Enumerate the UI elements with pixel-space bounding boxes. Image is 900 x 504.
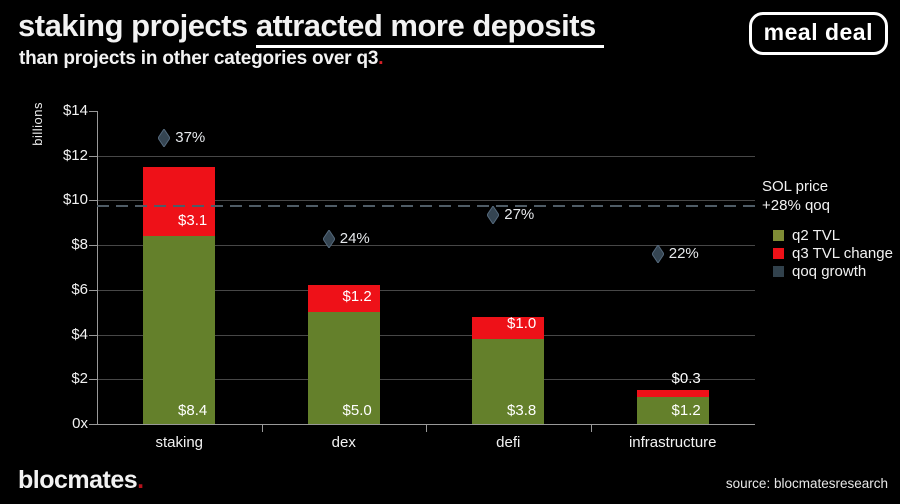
bar-q2-segment-defi — [472, 339, 545, 424]
x-tick — [591, 424, 592, 432]
category-label-infrastructure: infrastructure — [628, 434, 717, 451]
legend-swatch-green — [773, 230, 784, 241]
legend-label-growth: qoq growth — [792, 263, 867, 280]
y-tick-label: $12 — [62, 147, 88, 164]
growth-diamond-icon — [486, 205, 500, 226]
growth-diamond-icon — [651, 244, 665, 264]
legend: q2 TVL q3 TVL change qoq growth — [773, 227, 893, 281]
legend-swatch-red — [773, 248, 784, 259]
gridline — [97, 290, 755, 291]
bar-q2-segment-dex — [307, 312, 380, 424]
bar-value-label: $1.2 — [342, 288, 372, 306]
page-title-plain: staking projects — [18, 8, 256, 43]
y-axis-line — [97, 111, 98, 424]
y-tick-label: $4 — [71, 326, 88, 343]
y-tick-label: 0x — [72, 415, 88, 432]
gridline — [97, 335, 755, 336]
legend-row-q3: q3 TVL change — [773, 245, 893, 263]
y-tick — [89, 335, 97, 336]
legend-label-q2: q2 TVL — [792, 227, 841, 244]
meal-deal-logo: meal deal — [748, 12, 888, 55]
page-title: staking projects attracted more deposits — [18, 8, 604, 48]
y-tick-label: $6 — [71, 281, 88, 298]
y-tick-label: $14 — [62, 102, 88, 119]
sol-reference-line — [97, 205, 755, 207]
category-label-dex: dex — [331, 434, 356, 451]
footer-brand: blocmates. — [18, 466, 144, 495]
bar-value-label: $0.3 — [671, 370, 701, 388]
growth-diamond-icon — [157, 128, 171, 148]
growth-diamond-icon — [322, 228, 336, 249]
category-label-staking: staking — [155, 434, 204, 451]
legend-row-growth: qoq growth — [773, 263, 893, 281]
growth-value-label: 22% — [668, 244, 699, 262]
bar-q3-segment-staking — [143, 166, 216, 237]
y-tick-label: $8 — [71, 236, 88, 253]
bar-value-label: $8.4 — [178, 402, 208, 419]
growth-value-label: 37% — [175, 129, 206, 147]
gridline — [97, 156, 755, 157]
page-subtitle: than projects in other categories over q… — [19, 48, 384, 70]
page-title-underlined: attracted more deposits — [255, 8, 604, 48]
y-tick — [89, 111, 97, 112]
gridline — [97, 245, 755, 246]
bar-q2-segment-infrastructure — [636, 397, 709, 424]
y-tick-label: $2 — [71, 370, 88, 387]
y-tick-label: $10 — [62, 191, 88, 208]
gridline — [97, 379, 755, 380]
gridline — [97, 200, 755, 201]
bar-value-label: $3.8 — [507, 402, 537, 419]
legend-label-q3: q3 TVL change — [792, 245, 893, 262]
y-tick — [89, 424, 97, 425]
bar-q3-segment-infrastructure — [636, 390, 709, 398]
bar-q3-segment-defi — [472, 316, 545, 340]
x-tick — [262, 424, 263, 432]
footer-brand-period: . — [137, 466, 144, 494]
sol-annotation: SOL price +28% qoq — [762, 177, 830, 215]
subtitle-period: . — [378, 48, 384, 69]
x-tick — [426, 424, 427, 432]
y-tick — [89, 379, 97, 380]
bar-q2-segment-staking — [143, 236, 216, 424]
legend-row-q2: q2 TVL — [773, 227, 893, 245]
footer-brand-text: blocmates — [18, 466, 138, 494]
bar-q3-segment-dex — [307, 285, 380, 313]
legend-swatch-slate — [773, 266, 784, 277]
sol-annotation-line1: SOL price — [762, 178, 829, 195]
y-tick — [89, 245, 97, 246]
growth-value-label: 27% — [504, 206, 535, 224]
category-label-defi: defi — [496, 434, 521, 451]
growth-value-label: 24% — [339, 229, 370, 247]
page-subtitle-text: than projects in other categories over q… — [19, 48, 379, 69]
bar-value-label: $3.1 — [178, 212, 208, 230]
bar-value-label: $5.0 — [342, 402, 372, 419]
sol-annotation-line2: +28% qoq — [762, 197, 830, 214]
footer-source: source: blocmatesresearch — [725, 476, 888, 491]
bar-value-label: $1.2 — [671, 402, 701, 419]
y-tick — [89, 156, 97, 157]
y-tick — [89, 290, 97, 291]
bar-value-label: $1.0 — [507, 315, 537, 333]
y-tick — [89, 200, 97, 201]
